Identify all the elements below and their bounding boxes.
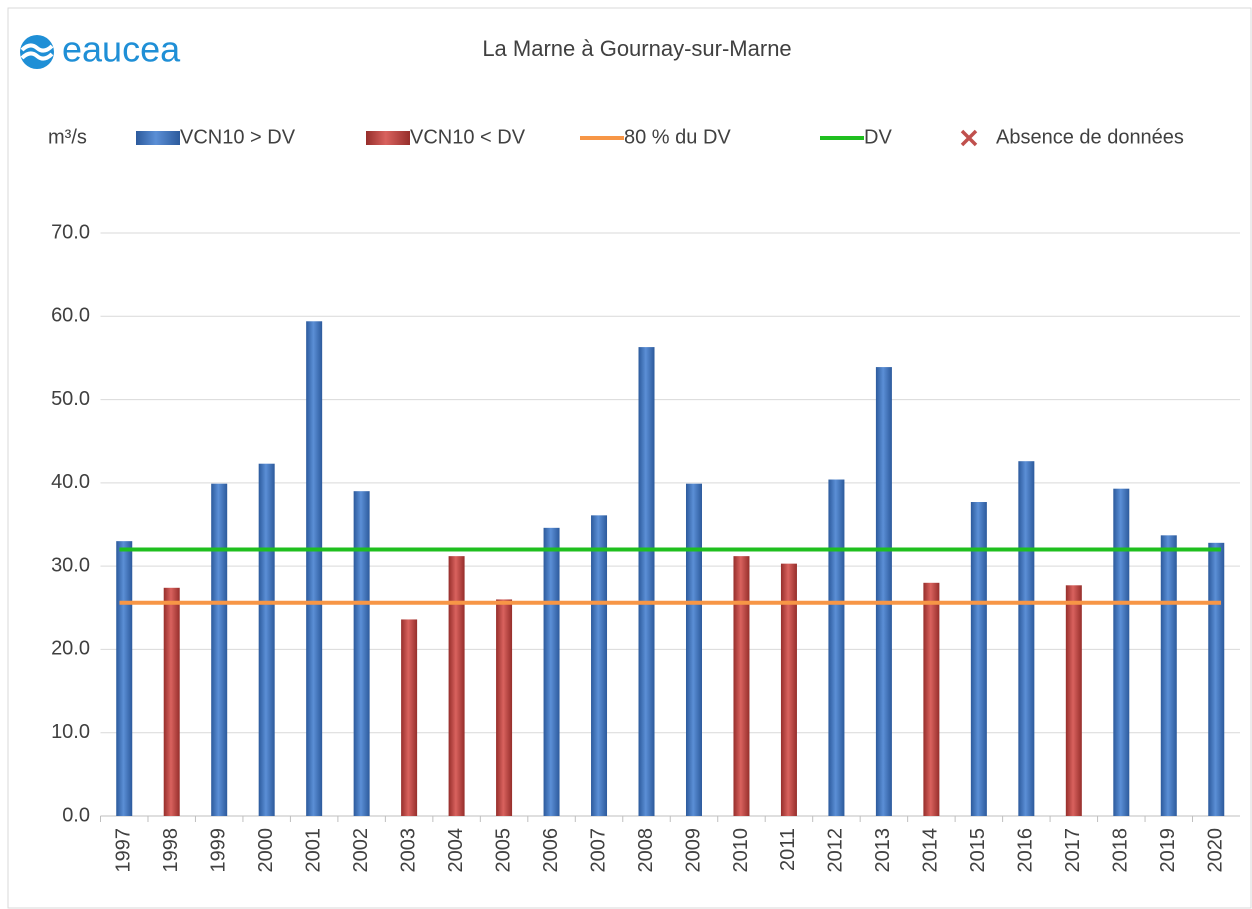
bar [1208, 542, 1225, 816]
x-tick-label: 2016 [1015, 828, 1037, 873]
y-tick-label: 40.0 [51, 471, 90, 493]
bar [353, 491, 370, 816]
x-tick-label: 2018 [1110, 828, 1132, 873]
y-tick-label: 20.0 [51, 638, 90, 660]
x-tick-label: 2008 [635, 828, 657, 873]
bar [116, 541, 133, 816]
x-tick-label: 2020 [1205, 828, 1227, 873]
legend-label: DV [864, 126, 892, 148]
bar [163, 587, 180, 816]
x-tick-label: 2007 [587, 828, 609, 873]
legend-label: 80 % du DV [624, 126, 731, 148]
x-tick-label: 2009 [682, 828, 704, 873]
bar [780, 563, 797, 816]
x-tick-label: 1997 [113, 828, 135, 873]
legend-label: Absence de données [996, 126, 1184, 148]
x-tick-label: 2013 [872, 828, 894, 873]
x-tick-label: 2004 [445, 828, 467, 873]
bar [258, 463, 275, 816]
y-tick-label: 10.0 [51, 721, 90, 743]
x-tick-label: 2011 [777, 828, 799, 871]
bar [306, 321, 323, 816]
y-tick-label: 70.0 [51, 221, 90, 243]
bar [496, 599, 513, 816]
bar [875, 367, 892, 816]
bar [970, 502, 987, 816]
y-tick-label: 60.0 [51, 305, 90, 327]
x-tick-label: 2014 [920, 828, 942, 873]
x-tick-label: 2000 [255, 828, 277, 873]
x-tick-label: 2006 [540, 828, 562, 873]
x-tick-label: 2001 [302, 828, 324, 873]
frame [7, 7, 1252, 909]
legend-swatch [366, 131, 410, 145]
x-tick-label: 2005 [492, 828, 514, 873]
bar [448, 556, 465, 816]
x-tick-label: 2003 [397, 828, 419, 873]
brand: eaucea [62, 29, 181, 70]
bar [828, 479, 845, 816]
bar [591, 515, 608, 816]
bar [1160, 535, 1177, 816]
y-tick-label: 0.0 [62, 804, 90, 826]
x-tick-label: 1998 [160, 828, 182, 873]
x-tick-label: 2017 [1062, 828, 1084, 873]
x-tick-label: 2019 [1157, 828, 1179, 873]
legend-swatch [960, 129, 978, 147]
x-tick-label: 2002 [350, 828, 372, 873]
bar [401, 619, 418, 816]
bar [1018, 461, 1035, 816]
legend-label: VCN10 < DV [410, 126, 526, 148]
y-tick-label: 50.0 [51, 388, 90, 410]
logo: eaucea [20, 29, 181, 70]
x-tick-label: 1999 [207, 828, 229, 873]
bar [733, 556, 750, 816]
bar [638, 347, 655, 816]
y-axis-label: m³/s [48, 126, 87, 148]
y-tick-label: 30.0 [51, 554, 90, 576]
legend-swatch [136, 131, 180, 145]
bar [1065, 585, 1082, 816]
x-tick-label: 2012 [825, 828, 847, 873]
x-tick-label: 2010 [730, 828, 752, 873]
bar [543, 527, 560, 816]
x-tick-label: 2015 [967, 828, 989, 873]
chart-title: La Marne à Gournay-sur-Marne [482, 36, 791, 61]
legend-label: VCN10 > DV [180, 126, 296, 148]
bar [923, 582, 940, 816]
bar [1113, 488, 1130, 816]
bar [685, 483, 702, 816]
bar [211, 483, 228, 816]
